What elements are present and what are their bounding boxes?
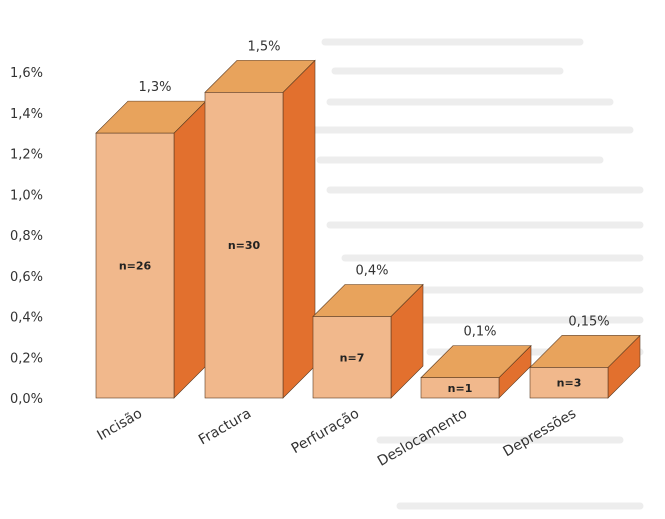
bar-front-face <box>204 92 284 399</box>
bars: n=26 1,3% n=30 1,5% n=7 0,4% n=1 0,1% n=3 0,15% <box>95 39 641 399</box>
bar: n=30 1,5% <box>204 39 316 399</box>
count-label: n=30 <box>228 239 261 252</box>
value-label: 1,3% <box>138 80 171 95</box>
x-tick-label: Incisão <box>95 406 145 444</box>
value-label: 0,1% <box>463 325 496 340</box>
bar: n=3 0,15% <box>529 314 641 399</box>
bar-side-face <box>282 59 316 399</box>
count-label: n=3 <box>557 377 582 390</box>
x-tick-label: Perfuração <box>289 406 362 458</box>
y-axis: 0,0% 0,2% 0,4% 0,6% 0,8% 1,0% 1,2% 1,4% 1,6% <box>10 66 43 407</box>
x-tick-label: Fractura <box>196 406 254 449</box>
y-tick-label: 1,0% <box>10 188 43 203</box>
count-label: n=1 <box>448 382 473 395</box>
y-tick-label: 0,8% <box>10 229 43 244</box>
count-label: n=7 <box>340 351 365 364</box>
value-label: 0,4% <box>355 264 388 279</box>
bar-side-face <box>173 100 207 399</box>
value-label: 1,5% <box>247 39 280 54</box>
y-tick-label: 0,6% <box>10 270 43 285</box>
y-tick-label: 0,2% <box>10 351 43 366</box>
y-tick-label: 0,4% <box>10 311 43 326</box>
y-tick-label: 1,2% <box>10 148 43 163</box>
bar-front-face <box>529 367 609 399</box>
bar: n=26 1,3% <box>95 80 207 399</box>
bar-front-face <box>95 132 175 399</box>
bar: n=7 0,4% <box>312 264 424 399</box>
value-label: 0,15% <box>568 314 609 329</box>
bar: n=1 0,1% <box>420 325 532 399</box>
count-label: n=26 <box>119 260 152 273</box>
bar-front-face <box>420 377 500 399</box>
y-tick-label: 0,0% <box>10 392 43 407</box>
x-tick-label: Depressões <box>501 406 579 461</box>
y-tick-label: 1,6% <box>10 66 43 81</box>
bar-front-face <box>312 316 392 399</box>
y-tick-label: 1,4% <box>10 107 43 122</box>
